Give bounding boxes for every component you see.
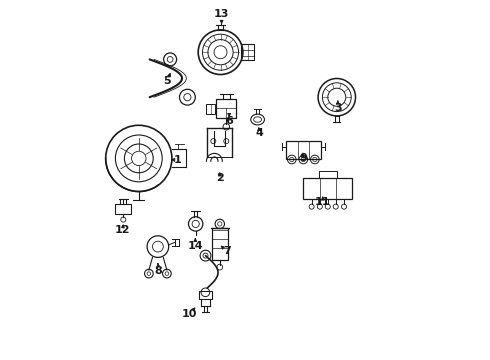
Text: 11: 11 bbox=[315, 197, 331, 207]
Text: 8: 8 bbox=[155, 266, 163, 276]
Text: 1: 1 bbox=[173, 155, 181, 165]
Text: 2: 2 bbox=[216, 173, 223, 183]
Text: 14: 14 bbox=[188, 241, 203, 251]
Bar bbox=[116, 204, 131, 214]
Bar bbox=[286, 141, 320, 159]
Bar bbox=[212, 228, 228, 260]
Text: 6: 6 bbox=[225, 116, 233, 126]
Text: 13: 13 bbox=[214, 9, 229, 19]
Bar bbox=[206, 104, 216, 114]
Text: 9: 9 bbox=[299, 153, 307, 163]
Text: 12: 12 bbox=[115, 225, 130, 235]
Text: 4: 4 bbox=[255, 128, 263, 138]
Text: 5: 5 bbox=[164, 76, 171, 86]
Bar bbox=[241, 44, 254, 60]
Bar bbox=[303, 178, 352, 199]
Bar bbox=[216, 99, 236, 118]
Text: 10: 10 bbox=[181, 309, 197, 319]
Text: 3: 3 bbox=[334, 103, 342, 113]
Bar bbox=[319, 171, 337, 178]
Text: 7: 7 bbox=[223, 246, 231, 256]
Bar bbox=[199, 291, 212, 299]
